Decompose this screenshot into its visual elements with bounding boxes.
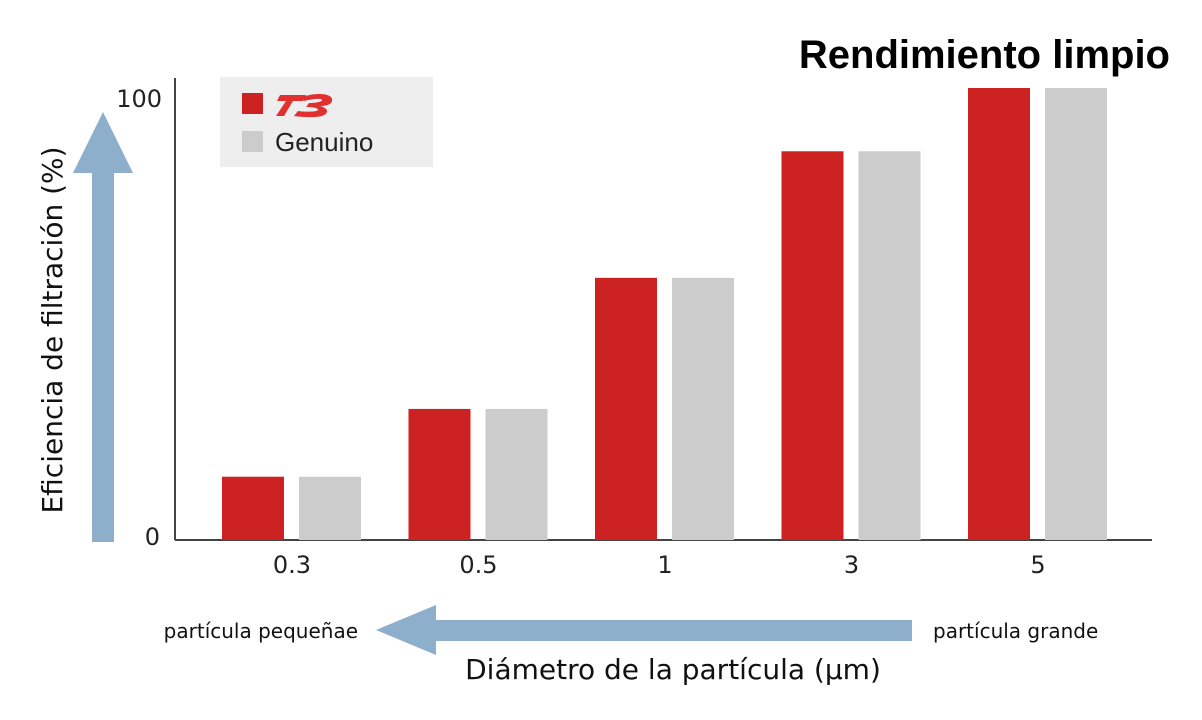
bar-series-1-1 xyxy=(595,277,657,540)
bars xyxy=(222,88,1107,540)
bar-series-1-0.5 xyxy=(408,408,471,540)
legend-swatch-series-1 xyxy=(242,93,263,114)
legend-label-genuino: Genuino xyxy=(275,127,373,157)
bar-series-2-0.3 xyxy=(299,476,361,540)
x-tick-label: 0.3 xyxy=(273,551,311,579)
x-tick-label: 5 xyxy=(1030,551,1045,579)
x-tick-label: 1 xyxy=(657,551,672,579)
x-axis-title: Diámetro de la partícula (μm) xyxy=(465,653,881,686)
legend: Genuino xyxy=(220,77,433,167)
x-tick-labels: 0.3 0.5 1 3 5 xyxy=(273,551,1046,579)
large-particle-note: partícula grande xyxy=(933,619,1098,643)
legend-swatch-series-2 xyxy=(242,131,263,152)
y-tick-label-100: 100 xyxy=(116,85,162,113)
bar-series-2-1 xyxy=(672,277,734,540)
bar-series-1-3 xyxy=(781,151,844,540)
y-direction-arrow xyxy=(73,112,133,542)
bar-series-1-5 xyxy=(968,88,1030,540)
chart-title: Rendimiento limpio xyxy=(799,33,1170,77)
bar-series-1-0.3 xyxy=(222,476,284,540)
small-particle-note: partícula pequeñae xyxy=(164,619,358,643)
bar-series-2-3 xyxy=(858,151,921,540)
y-tick-label-0: 0 xyxy=(145,523,160,551)
x-tick-label: 0.5 xyxy=(459,551,497,579)
bar-series-2-0.5 xyxy=(485,408,548,540)
brand-logo-icon xyxy=(276,93,333,118)
bar-series-2-5 xyxy=(1045,88,1107,540)
x-direction-arrow xyxy=(376,605,912,655)
x-tick-label: 3 xyxy=(844,551,859,579)
y-axis-title: Eficiencia de filtración (%) xyxy=(36,146,69,513)
